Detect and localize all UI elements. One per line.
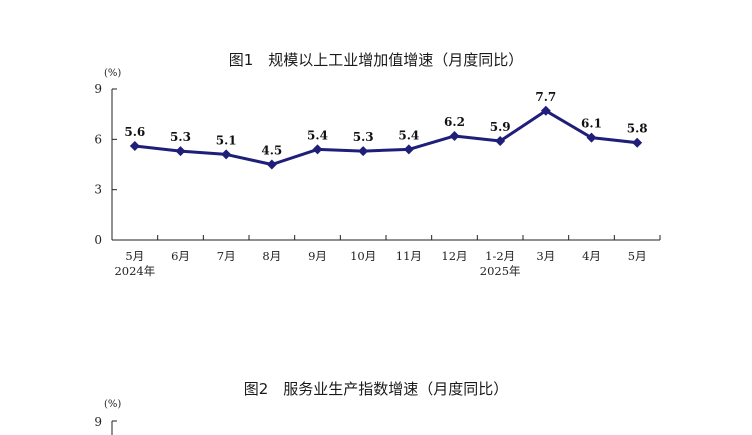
chart1-data-label: 4.5 [261, 144, 282, 158]
chart1-year-label: 2024年 [114, 264, 155, 278]
chart1-data-point [312, 144, 323, 155]
chart1-xtick-label: 7月 [217, 249, 236, 263]
chart1-data-point [358, 146, 369, 157]
chart1-data-label: 5.4 [307, 128, 328, 142]
chart1-data-point [266, 159, 277, 170]
chart1-ytick-label: 6 [94, 132, 102, 146]
chart1-xtick-label: 9月 [308, 249, 327, 263]
chart2-unit-label: (%) [104, 399, 121, 410]
chart1-data-label: 6.2 [444, 115, 465, 129]
chart1-data-point [540, 105, 551, 116]
chart1-xtick-label: 1-2月 [485, 249, 515, 263]
chart2-ytick-label: 9 [94, 415, 102, 429]
chart1-data-label: 6.1 [581, 117, 602, 131]
chart1-series-line [134, 109, 638, 166]
chart1-xtick-label: 12月 [441, 249, 467, 263]
chart1-xtick-label: 8月 [262, 249, 281, 263]
chart1-ytick-label: 0 [94, 233, 102, 247]
chart1-xtick-label: 6月 [171, 249, 190, 263]
chart1-xtick-label: 3月 [536, 249, 555, 263]
chart1-year-label: 2025年 [480, 264, 521, 278]
chart1-data-label: 5.3 [353, 130, 374, 144]
chart1-data-point [129, 141, 140, 152]
chart1-data-label: 5.9 [490, 120, 511, 134]
chart1-data-label: 5.3 [170, 130, 191, 144]
chart1-ytick-label: 9 [94, 82, 102, 96]
chart1-data-point [403, 144, 414, 155]
chart1-ytick-label: 3 [94, 183, 102, 197]
chart1-data-label: 5.4 [398, 128, 419, 142]
chart1-unit-label: (%) [104, 68, 121, 79]
chart1-data-label: 5.8 [627, 122, 648, 136]
chart1-xtick-label: 10月 [350, 249, 376, 263]
chart1-title: 图1 规模以上工业增加值增速（月度同比） [228, 51, 524, 69]
chart1-data-point [586, 132, 597, 143]
chart1-data-point [632, 137, 643, 148]
chart1-data-label: 7.7 [535, 90, 556, 104]
chart1-data-label: 5.6 [124, 125, 145, 139]
chart1-xtick-label: 5月 [628, 249, 647, 263]
chart1-xtick-label: 4月 [582, 249, 601, 263]
chart1-xtick-label: 11月 [396, 249, 422, 263]
chart1-data-point [221, 149, 232, 160]
chart1-data-point [495, 136, 506, 147]
chart1-data-point [175, 146, 186, 157]
chart1-data-label: 5.1 [216, 133, 237, 147]
chart1-xtick-label: 5月 [125, 249, 144, 263]
chart1-data-point [449, 130, 460, 141]
chart2-title: 图2 服务业生产指数增速（月度同比） [243, 380, 509, 398]
